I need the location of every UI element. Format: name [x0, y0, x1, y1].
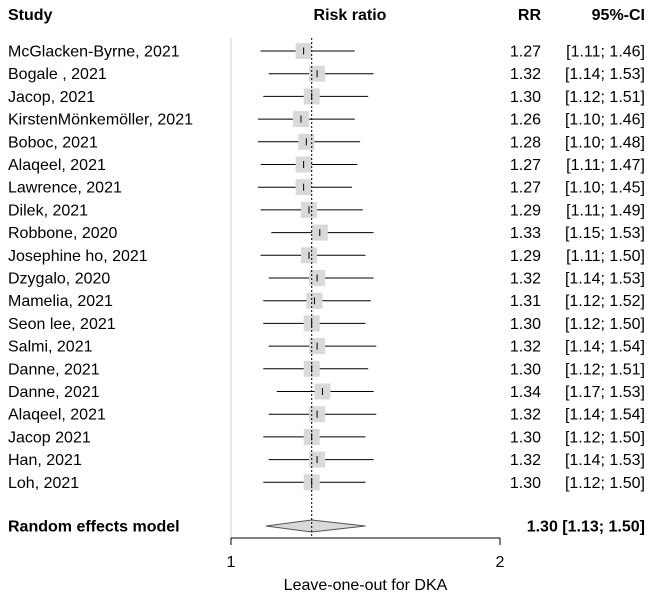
- study-label: Jacop 2021: [8, 429, 91, 446]
- study-label: Bogale , 2021: [8, 66, 107, 83]
- rr-value: 1.30: [510, 475, 541, 492]
- ci-value: [1.12; 1.52]: [565, 293, 645, 310]
- ci-value: [1.14; 1.54]: [565, 339, 645, 356]
- rr-value: 1.28: [510, 134, 541, 151]
- rr-value: 1.32: [510, 271, 541, 288]
- study-label: Mamelia, 2021: [8, 293, 113, 310]
- x-tick-label: 1: [227, 554, 236, 571]
- rr-value: 1.33: [510, 225, 541, 242]
- study-label: Alaqeel, 2021: [8, 157, 106, 174]
- header-ci: 95%-CI: [592, 7, 645, 24]
- study-label: Danne, 2021: [8, 384, 100, 401]
- ci-value: [1.11; 1.50]: [566, 248, 645, 265]
- ci-value: [1.10; 1.48]: [565, 134, 645, 151]
- ci-value: [1.12; 1.50]: [565, 475, 645, 492]
- ci-value: [1.12; 1.50]: [565, 429, 645, 446]
- rr-value: 1.29: [510, 202, 541, 219]
- ci-value: [1.14; 1.53]: [565, 271, 645, 288]
- ci-value: [1.12; 1.51]: [565, 89, 645, 106]
- rr-value: 1.29: [510, 248, 541, 265]
- header-rr: RR: [518, 7, 542, 24]
- study-label: Seon lee, 2021: [8, 316, 116, 333]
- ci-value: [1.11; 1.49]: [566, 202, 645, 219]
- ci-value: [1.15; 1.53]: [565, 225, 645, 242]
- rr-value: 1.27: [510, 44, 541, 61]
- summary-diamond: [265, 519, 366, 533]
- summary-value: 1.30 [1.13; 1.50]: [527, 519, 645, 536]
- summary-label: Random effects model: [8, 519, 180, 536]
- ci-value: [1.11; 1.47]: [566, 157, 645, 174]
- study-label: Salmi, 2021: [8, 339, 93, 356]
- study-label: Robbone, 2020: [8, 225, 118, 242]
- rr-value: 1.32: [510, 66, 541, 83]
- rr-value: 1.30: [510, 89, 541, 106]
- study-label: Jacop, 2021: [8, 89, 95, 106]
- x-axis-label: Leave-one-out for DKA: [284, 577, 448, 594]
- study-label: Dilek, 2021: [8, 202, 88, 219]
- rr-value: 1.32: [510, 452, 541, 469]
- header-risk-ratio: Risk ratio: [314, 7, 387, 24]
- study-label: Han, 2021: [8, 452, 82, 469]
- ci-value: [1.14; 1.53]: [565, 452, 645, 469]
- rr-value: 1.27: [510, 157, 541, 174]
- study-label: Dzygalo, 2020: [8, 271, 110, 288]
- rr-value: 1.34: [510, 384, 541, 401]
- study-label: Josephine ho, 2021: [8, 248, 148, 265]
- ci-value: [1.14; 1.53]: [565, 66, 645, 83]
- ci-value: [1.10; 1.46]: [565, 112, 645, 129]
- study-label: Lawrence, 2021: [8, 180, 122, 197]
- header-study: Study: [8, 7, 53, 24]
- rr-value: 1.32: [510, 407, 541, 424]
- study-label: McGlacken-Byrne, 2021: [8, 44, 180, 61]
- rr-value: 1.31: [510, 293, 541, 310]
- study-label: Danne, 2021: [8, 361, 100, 378]
- ci-value: [1.14; 1.54]: [565, 407, 645, 424]
- ci-value: [1.17; 1.53]: [565, 384, 645, 401]
- ci-value: [1.12; 1.51]: [565, 361, 645, 378]
- rr-value: 1.32: [510, 339, 541, 356]
- ci-value: [1.11; 1.46]: [566, 44, 645, 61]
- rr-value: 1.30: [510, 361, 541, 378]
- rr-value: 1.30: [510, 429, 541, 446]
- rr-value: 1.27: [510, 180, 541, 197]
- study-label: Loh, 2021: [8, 475, 79, 492]
- rr-value: 1.30: [510, 316, 541, 333]
- x-tick-label: 2: [496, 554, 505, 571]
- ci-value: [1.10; 1.45]: [565, 180, 645, 197]
- study-label: Alaqeel, 2021: [8, 407, 106, 424]
- study-label: KirstenMönkemöller, 2021: [8, 112, 193, 129]
- rr-value: 1.26: [510, 112, 541, 129]
- study-label: Boboc, 2021: [8, 134, 98, 151]
- ci-value: [1.12; 1.50]: [565, 316, 645, 333]
